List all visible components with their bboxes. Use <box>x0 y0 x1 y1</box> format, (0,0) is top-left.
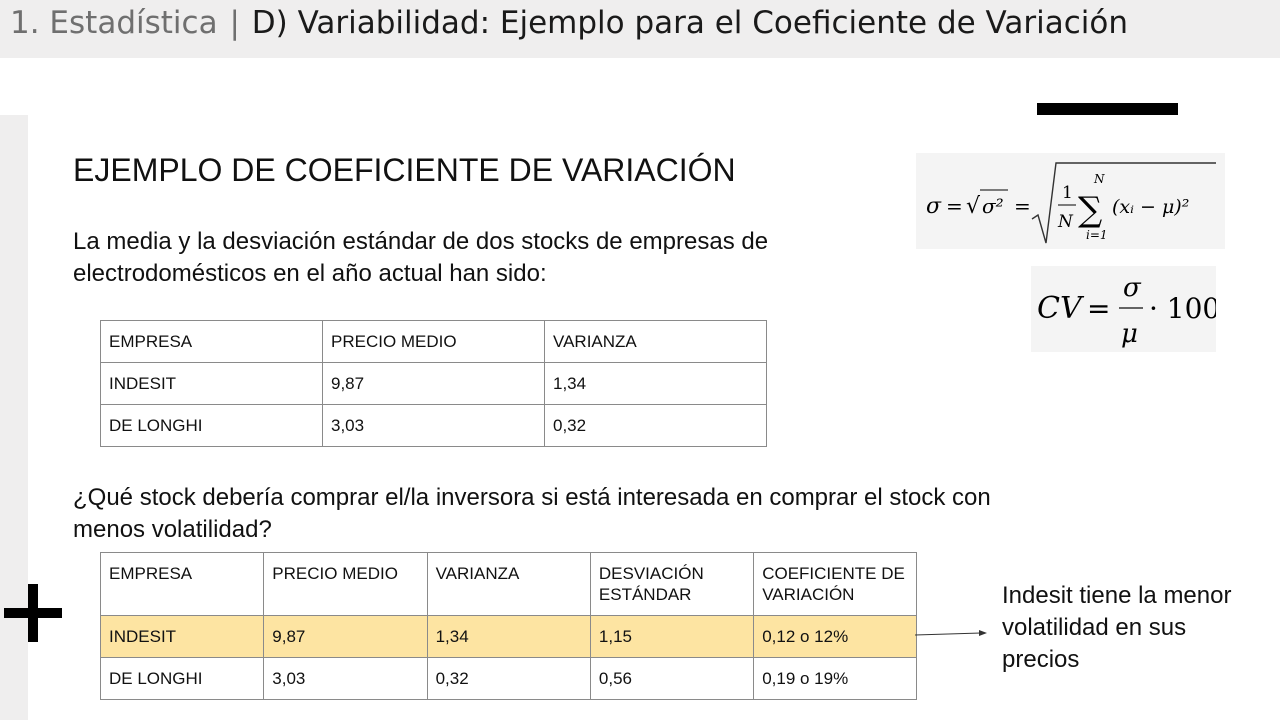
table-cell: INDESIT <box>99 615 265 658</box>
stocks-table: EMPRESA PRECIO MEDIO VARIANZA INDESIT 9,… <box>100 320 767 447</box>
slide-title: 1. Estadística | D) Variabilidad: Ejempl… <box>10 3 1128 43</box>
formula-symbol: ∑ <box>1078 190 1102 230</box>
table-header-row: EMPRESA PRECIO MEDIO VARIANZA <box>100 320 767 363</box>
table-header-cell: PRECIO MEDIO <box>263 552 428 616</box>
table-cell: 1,34 <box>544 362 767 405</box>
formula-symbol: μ <box>1121 319 1138 349</box>
formula-symbol: = <box>1014 194 1031 218</box>
cv-results-table: EMPRESA PRECIO MEDIO VARIANZA DESVIACIÓN… <box>99 552 918 700</box>
formula-symbol: · 100 <box>1149 292 1216 325</box>
table-cell: 1,34 <box>426 615 591 658</box>
table-row: INDESIT 9,87 1,34 <box>100 362 767 405</box>
table-cell: 3,03 <box>322 404 545 447</box>
table-cell: DE LONGHI <box>99 657 265 700</box>
formula-symbol: 1 <box>1062 183 1073 203</box>
table-header-cell: COEFICIENTE DE VARIACIÓN <box>753 552 918 616</box>
slide-header: 1. Estadística | D) Variabilidad: Ejempl… <box>0 0 1280 58</box>
table-header-cell: EMPRESA <box>100 320 323 363</box>
table-header-cell: DESVIACIÓN ESTÁNDAR <box>589 552 755 616</box>
table-cell: 0,19 o 19% <box>753 657 918 700</box>
formula-symbol: σ <box>926 194 942 219</box>
table-cell: DE LONGHI <box>100 404 323 447</box>
table-header-row: EMPRESA PRECIO MEDIO VARIANZA DESVIACIÓN… <box>99 552 918 616</box>
table-cell: 3,03 <box>263 657 428 700</box>
table-row: DE LONGHI 3,03 0,32 0,56 0,19 o 19% <box>99 657 918 700</box>
table-header-cell: PRECIO MEDIO <box>322 320 545 363</box>
arrow-icon <box>915 630 987 636</box>
formula-symbol: (xᵢ − μ)² <box>1112 196 1189 218</box>
formula-symbol: = <box>946 194 963 218</box>
formula-symbol: N <box>1057 212 1074 232</box>
table-cell: 0,12 o 12% <box>753 615 918 658</box>
table-cell: 0,56 <box>589 657 755 700</box>
formula-symbol: σ <box>1123 273 1142 303</box>
cv-formula: CV = σ μ · 100 <box>1031 266 1220 352</box>
std-dev-formula: σ = √ σ² = 1 N N ∑ i=1 (xᵢ − μ)² <box>916 153 1225 249</box>
question-paragraph: ¿Qué stock debería comprar el/la inverso… <box>73 484 991 543</box>
formula-symbol: = <box>1087 292 1110 325</box>
formula-symbol: N <box>1093 172 1105 186</box>
section-title: EJEMPLO DE COEFICIENTE DE VARIACIÓN <box>73 152 736 188</box>
table-header-cell: VARIANZA <box>544 320 767 363</box>
table-row: DE LONGHI 3,03 0,32 <box>100 404 767 447</box>
table-header-cell: EMPRESA <box>99 552 265 616</box>
left-accent-bar <box>0 115 28 720</box>
conclusion-note: Indesit tiene la menor volatilidad en su… <box>1002 582 1232 673</box>
table-cell: INDESIT <box>100 362 323 405</box>
table-cell: 1,15 <box>589 615 755 658</box>
decorative-line <box>1037 103 1178 115</box>
plus-icon <box>4 584 62 642</box>
table-cell: 9,87 <box>263 615 428 658</box>
highlighted-table-row: INDESIT 9,87 1,34 1,15 0,12 o 12% <box>99 615 918 658</box>
breadcrumb-separator: | <box>229 5 240 41</box>
table-cell: 0,32 <box>544 404 767 447</box>
table-cell: 0,32 <box>426 657 591 700</box>
intro-paragraph: La media y la desviación estándar de dos… <box>73 228 769 287</box>
table-cell: 9,87 <box>322 362 545 405</box>
formula-symbol: CV <box>1037 291 1085 326</box>
formula-symbol: σ² <box>982 194 1004 218</box>
formula-symbol: √ <box>966 194 981 219</box>
breadcrumb-current: D) Variabilidad: Ejemplo para el Coefici… <box>251 5 1128 41</box>
breadcrumb-section: 1. Estadística <box>10 5 218 41</box>
formula-symbol: i=1 <box>1086 228 1108 242</box>
table-header-cell: VARIANZA <box>426 552 591 616</box>
